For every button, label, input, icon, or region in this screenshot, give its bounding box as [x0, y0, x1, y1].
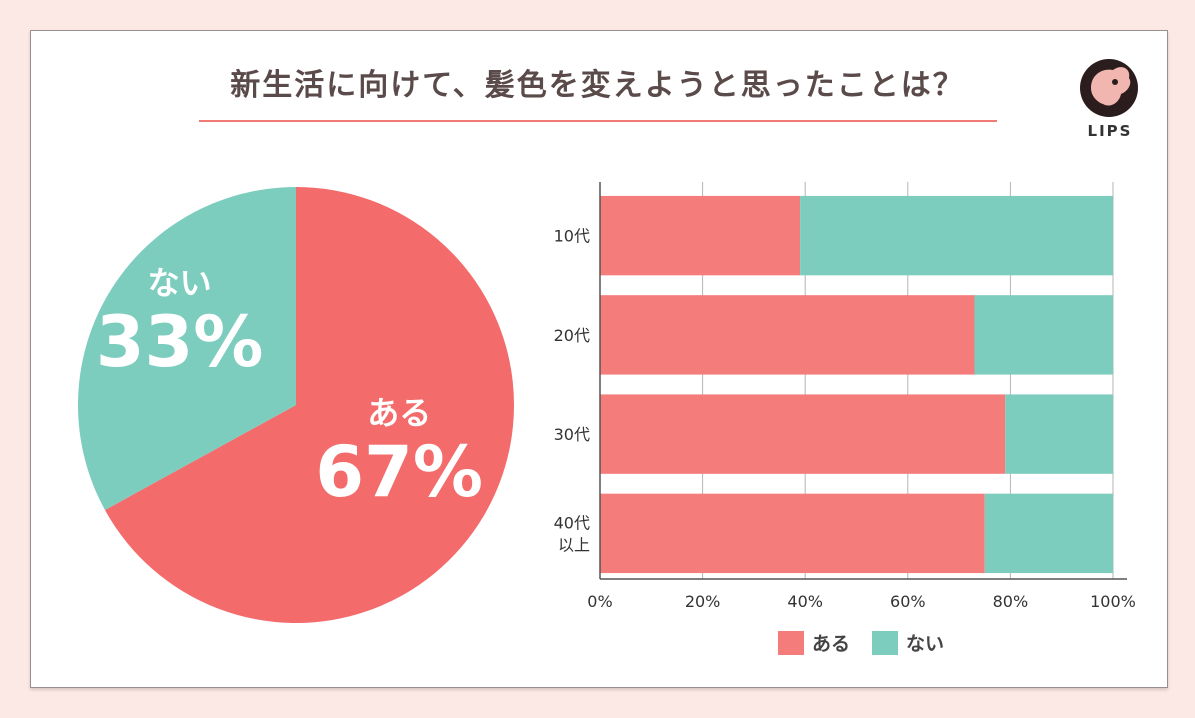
pie-slice	[78, 187, 296, 511]
pie-slice-label: ある	[367, 394, 431, 432]
x-tick-label: 80%	[993, 592, 1029, 611]
x-tick-label: 0%	[587, 592, 612, 611]
category-label: 10代	[554, 227, 590, 246]
bar-segment	[600, 195, 801, 276]
brand-label: LIPS	[1087, 122, 1133, 140]
pie-slice	[104, 187, 514, 623]
bar-segment	[600, 394, 1006, 474]
x-tick-label: 60%	[890, 592, 926, 611]
legend-label: ない	[906, 633, 944, 655]
title-underline	[199, 120, 997, 122]
category-label: 30代	[554, 425, 590, 444]
lips-logo-icon	[1080, 59, 1138, 117]
x-tick-label: 100%	[1090, 592, 1136, 611]
category-label: 40代	[554, 513, 590, 532]
x-tick-label: 40%	[787, 592, 823, 611]
legend-label: ある	[812, 633, 850, 655]
bar-segment	[1005, 394, 1113, 474]
category-label: 20代	[554, 326, 590, 345]
bar-segment	[984, 493, 1113, 574]
chart-title: 新生活に向けて、髪色を変えようと思ったことは？	[230, 68, 965, 103]
category-label: 以上	[558, 535, 590, 554]
pie-slice-label: ない	[148, 264, 212, 302]
legend-swatch	[778, 631, 804, 655]
bar-segment	[600, 493, 985, 574]
legend-swatch	[872, 631, 898, 655]
bar-segment	[800, 195, 1113, 276]
x-tick-label: 20%	[685, 592, 721, 611]
bar-segment	[974, 295, 1113, 375]
pie-slice-percent: 67%	[315, 431, 483, 513]
pie-slice-percent: 33%	[96, 301, 264, 383]
bar-segment	[600, 295, 975, 375]
